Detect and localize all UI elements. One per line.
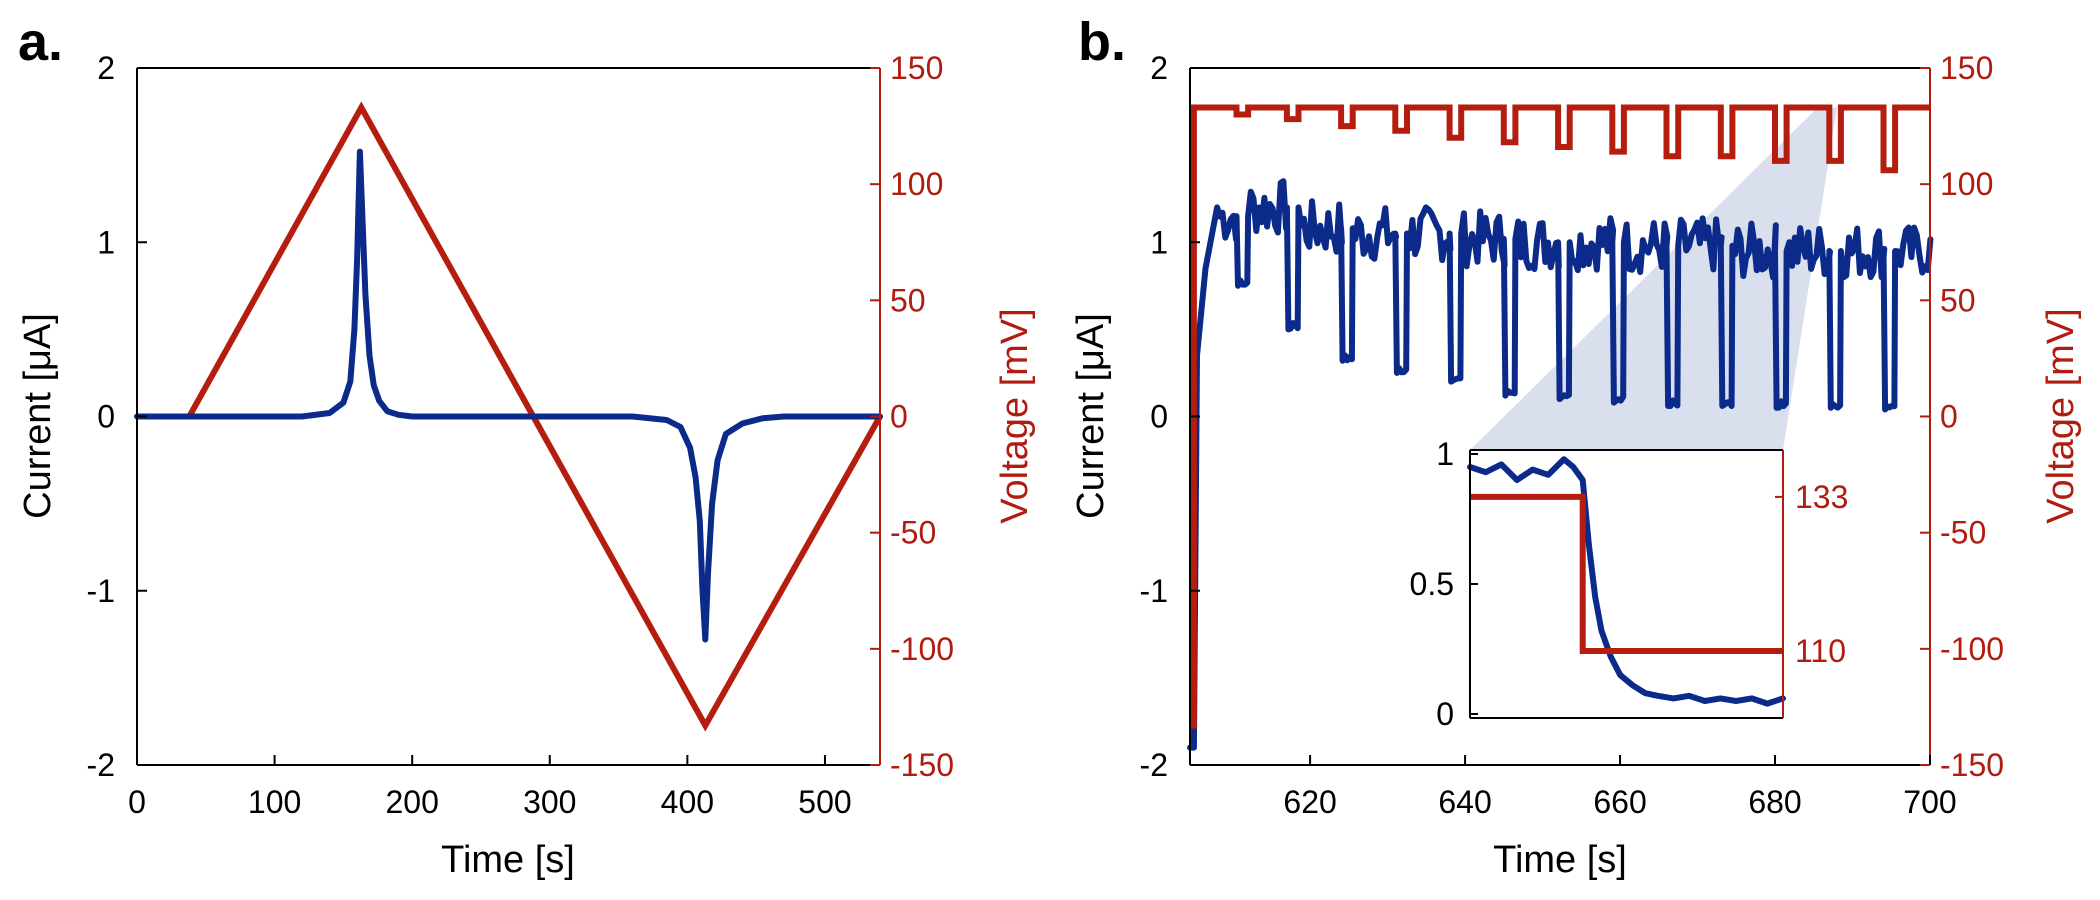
panel-b-yl-tick-label: -1 — [1140, 573, 1168, 609]
inset-ticks: 0 0.5 1 110 133 — [1410, 436, 1849, 732]
panel-a-x-tick-label: 0 — [128, 784, 146, 820]
panel-b-inset: 0 0.5 1 110 133 — [1410, 436, 1849, 732]
panel-a-ticks: 0 100 200 300 400 500 -2 -1 0 1 2 -150 -100 -50 0 50 100… — [87, 50, 955, 820]
inset-yr-tick-label: 133 — [1795, 479, 1848, 515]
panel-a-yr-tick-label: 50 — [890, 282, 926, 318]
panel-b-data — [1187, 104, 1934, 751]
panel-a-yl-tick-label: 0 — [97, 399, 115, 435]
panel-b-x-tick-label: 620 — [1283, 784, 1336, 820]
panel-a-x-tick-label: 400 — [661, 784, 714, 820]
panel-a-x-tick-label: 200 — [385, 784, 438, 820]
panel-b-yr-tick-label: -50 — [1940, 515, 1986, 551]
panel-b-ticks: 620 640 660 680 700 -2 -1 0 1 2 -150 -100 -50 0 50 100 1… — [1140, 50, 2005, 820]
panel-b-yr-tick-label: 100 — [1940, 166, 1993, 202]
panel-b-yr-tick-label: 150 — [1940, 50, 1993, 86]
inset-voltage-line — [1470, 493, 1783, 654]
panel-a-x-tick-label: 300 — [523, 784, 576, 820]
panel-b-yl-tick-label: -2 — [1140, 747, 1168, 783]
panel-a-yr-tick-label: -150 — [890, 747, 954, 783]
panel-b-yr-tick-label: 0 — [1940, 399, 1958, 435]
inset-yr-tick-label: 110 — [1795, 633, 1846, 669]
panel-b-current-line — [1187, 178, 1934, 751]
panel-a-current-line — [134, 148, 883, 643]
panel-b-yr-tick-label: -100 — [1940, 631, 2004, 667]
panel-a-data — [134, 101, 883, 732]
panel-b-yr-tick-label: -150 — [1940, 747, 2004, 783]
panel-b-xlabel: Time [s] — [1493, 839, 1627, 881]
panel-a-yr-tick-label: 100 — [890, 166, 943, 202]
panel-b-x-tick-label: 640 — [1438, 784, 1491, 820]
panel-b-yl-tick-label: 0 — [1150, 399, 1168, 435]
panel-a-label: a. — [18, 12, 63, 72]
inset-yl-tick-label: 1 — [1436, 436, 1454, 472]
panel-a-yl-tick-label: -2 — [87, 747, 115, 783]
panel-a-x-tick-label: 500 — [798, 784, 851, 820]
inset-current-line — [1467, 456, 1786, 707]
inset-yl-tick-label: 0.5 — [1410, 566, 1454, 602]
inset-yl-tick-label: 0 — [1436, 696, 1454, 732]
panel-a-chart: 0 100 200 300 400 500 -2 -1 0 1 2 -150 -100 -50 0 50 100… — [17, 50, 1036, 881]
panel-b-voltage-line — [1190, 104, 1930, 729]
panel-a-yr-tick-label: -100 — [890, 631, 954, 667]
panel-b-x-tick-label: 700 — [1903, 784, 1956, 820]
panel-b-label: b. — [1078, 12, 1126, 72]
panel-a-yr-tick-label: 150 — [890, 50, 943, 86]
panel-a-ylabel-left: Current [μA] — [17, 313, 59, 519]
panel-b-ylabel-left: Current [μA] — [1070, 313, 1112, 519]
panel-b-ylabel-right: Voltage [mV] — [2040, 308, 2082, 523]
panel-a-yl-tick-label: -1 — [87, 573, 115, 609]
panel-b-x-tick-label: 680 — [1748, 784, 1801, 820]
panel-a-xlabel: Time [s] — [441, 839, 575, 881]
panel-a-yr-tick-label: 0 — [890, 399, 908, 435]
panel-b-chart: 620 640 660 680 700 -2 -1 0 1 2 -150 -100 -50 0 50 100 1… — [1070, 50, 2082, 881]
panel-a-yl-tick-label: 2 — [97, 50, 115, 86]
panel-a-yl-tick-label: 1 — [97, 224, 115, 260]
panel-a-yr-tick-label: -50 — [890, 515, 936, 551]
panel-b-yl-tick-label: 1 — [1150, 224, 1168, 260]
panel-a-ylabel-right: Voltage [mV] — [994, 308, 1036, 523]
panel-b-yr-tick-label: 50 — [1940, 282, 1976, 318]
panel-a-x-tick-label: 100 — [248, 784, 301, 820]
inset-data — [1467, 456, 1786, 707]
panel-b-yl-tick-label: 2 — [1150, 50, 1168, 86]
panel-b-x-tick-label: 660 — [1593, 784, 1646, 820]
